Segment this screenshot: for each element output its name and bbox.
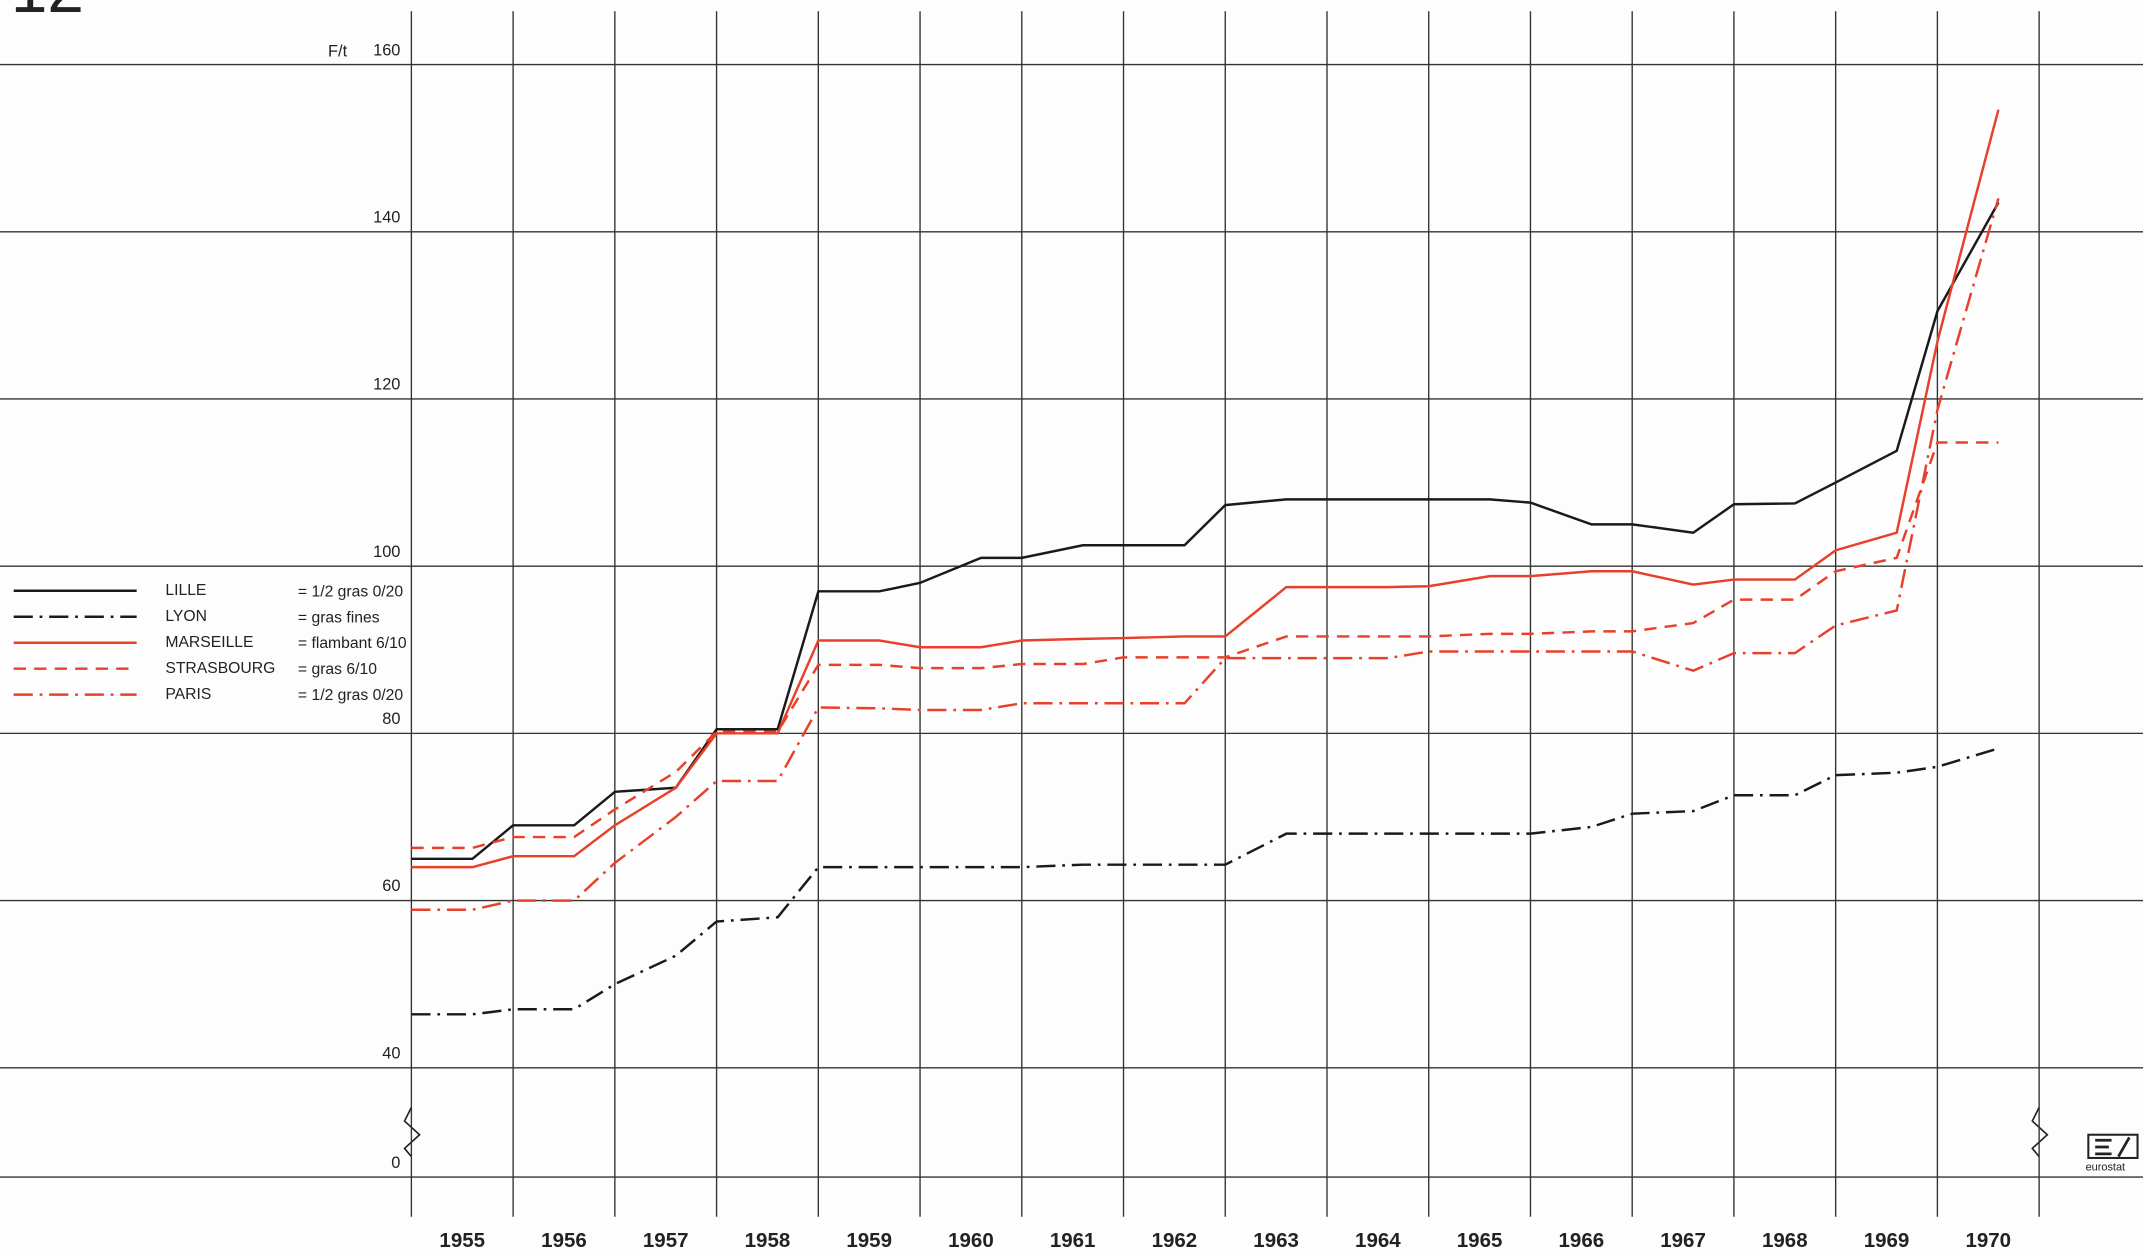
x-tick-label: 1969 xyxy=(1864,1229,1910,1252)
legend-note: = flambant 6/10 xyxy=(298,635,407,652)
legend-note: = gras 6/10 xyxy=(298,661,377,678)
y-tick-label: 140 xyxy=(373,208,400,226)
x-tick-label: 1961 xyxy=(1050,1229,1096,1252)
x-tick-label: 1959 xyxy=(846,1229,892,1252)
logo-mark xyxy=(2095,1136,2131,1158)
legend-label: STRASBOURG xyxy=(165,660,275,677)
logo-box xyxy=(2087,1133,2139,1159)
series-line xyxy=(411,201,2000,861)
legend-label: LYON xyxy=(165,608,207,625)
y-tick-label: 160 xyxy=(373,41,400,59)
x-tick-label: 1955 xyxy=(439,1229,485,1252)
x-tick-label: 1968 xyxy=(1762,1229,1808,1252)
axis-break xyxy=(403,1107,421,1158)
series-line xyxy=(411,441,1999,850)
y-tick-label: 80 xyxy=(382,710,400,728)
y-tick-label: 60 xyxy=(382,877,400,895)
legend-note: = gras fines xyxy=(298,609,380,626)
logo-text: eurostat xyxy=(2086,1161,2125,1173)
legend-label: LILLE xyxy=(165,582,206,599)
y-tick-label: 120 xyxy=(373,376,400,394)
page-number: 12 xyxy=(11,0,84,26)
x-tick-label: 1964 xyxy=(1355,1229,1401,1252)
legend-label: MARSEILLE xyxy=(165,634,253,651)
x-tick-label: 1967 xyxy=(1660,1229,1706,1252)
logo: eurostat xyxy=(2086,1133,2139,1173)
y-tick-label: 0 xyxy=(391,1154,400,1172)
x-tick-label: 1963 xyxy=(1253,1229,1299,1252)
series-line xyxy=(411,747,1999,1016)
series-line xyxy=(411,109,2000,869)
x-tick-label: 1958 xyxy=(745,1229,791,1252)
legend: LILLE = 1/2 gras 0/20 LYON = gras fines MARS… xyxy=(13,582,407,704)
y-tick-label: 100 xyxy=(373,543,400,561)
x-tick-label: 1966 xyxy=(1559,1229,1605,1252)
legend-note: = 1/2 gras 0/20 xyxy=(298,687,403,704)
series-line xyxy=(411,198,2000,912)
x-tick-label: 1957 xyxy=(643,1229,689,1252)
x-tick-label: 1956 xyxy=(541,1229,587,1252)
axis-breaks xyxy=(403,1107,2049,1158)
x-tick-label: 1970 xyxy=(1965,1229,2011,1252)
axis-break xyxy=(2031,1107,2049,1158)
x-tick-label: 1965 xyxy=(1457,1229,1503,1252)
legend-note: = 1/2 gras 0/20 xyxy=(298,583,403,600)
y-axis-label: F/t xyxy=(328,43,348,61)
y-tick-label: 40 xyxy=(382,1044,400,1062)
x-tick-label: 1962 xyxy=(1152,1229,1198,1252)
legend-label: PARIS xyxy=(165,686,211,703)
x-tick-label: 1960 xyxy=(948,1229,994,1252)
